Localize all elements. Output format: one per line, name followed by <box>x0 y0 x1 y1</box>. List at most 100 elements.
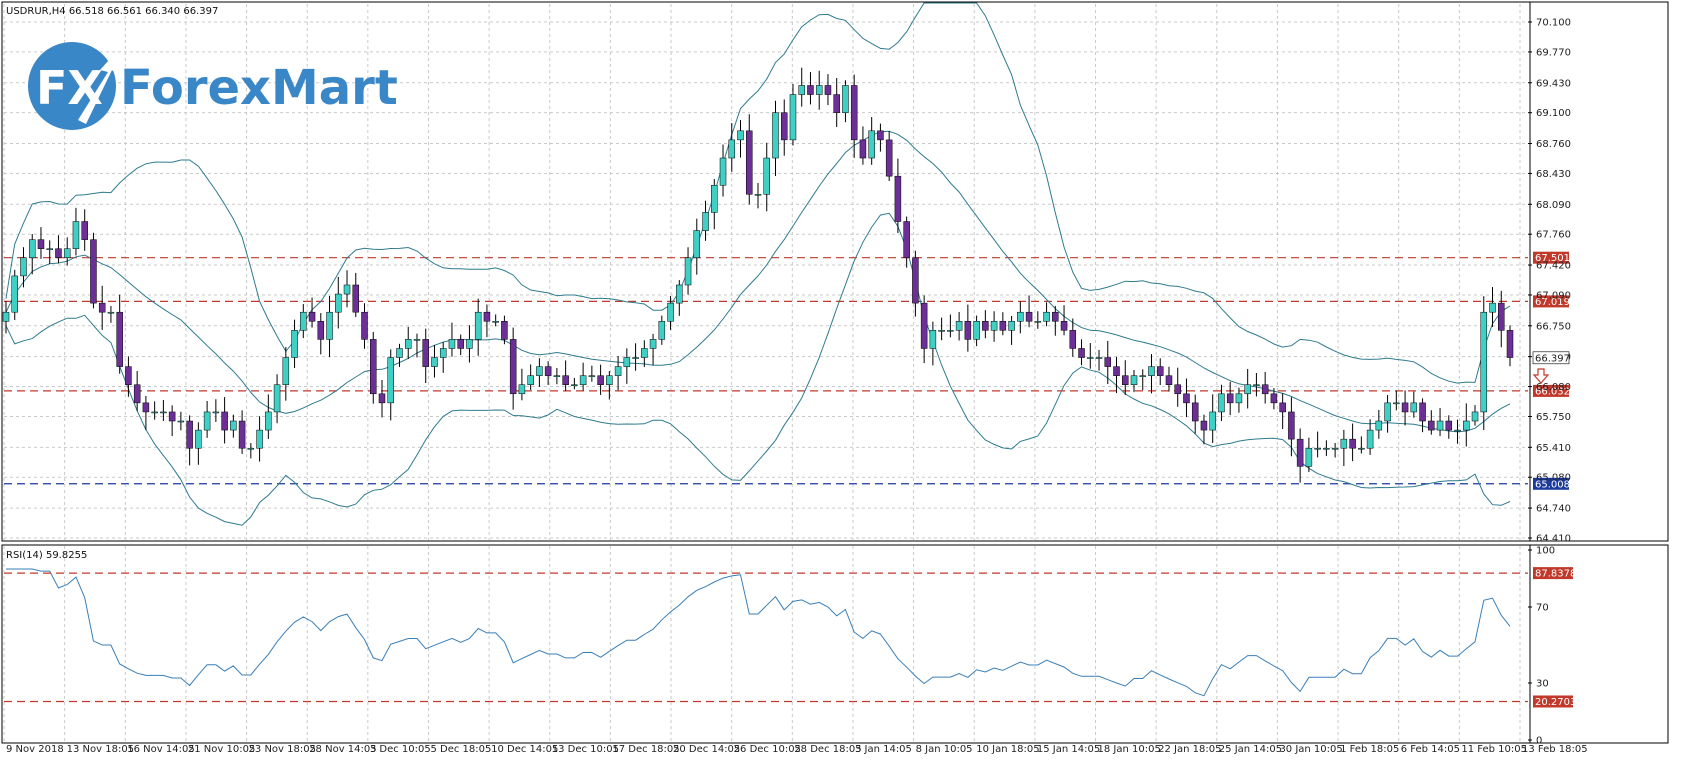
candle-body <box>641 348 648 358</box>
candle-body <box>1279 402 1286 413</box>
price-tick-label: 68.760 <box>1536 139 1571 150</box>
candle-body <box>728 139 736 159</box>
candle-body <box>55 248 62 259</box>
time-tick-label: 30 Jan 10:05 <box>1279 744 1342 755</box>
candle-body <box>571 384 578 386</box>
candle-body <box>509 339 517 395</box>
candle-body <box>1358 447 1365 450</box>
candle-body <box>195 429 202 449</box>
rsi-line: 87.8378 20.2703 <box>4 567 1576 708</box>
candle-body <box>230 420 237 431</box>
candle-body <box>544 366 552 376</box>
level-lines: 67.501 67.019 66.032 65.008 <box>4 251 1570 490</box>
candle-body <box>282 357 290 385</box>
candle-body <box>562 375 569 385</box>
arrow-up-right-icon <box>78 50 118 124</box>
price-level-label: 65.008 <box>1535 479 1570 490</box>
price-panel-frame <box>1 1 1669 542</box>
time-tick-label: 10 Jan 18:05 <box>976 744 1039 755</box>
candle-body <box>1122 375 1129 385</box>
candle-body <box>588 375 596 377</box>
time-tick-label: 13 Nov 18:05 <box>67 744 134 755</box>
logo-wordmark: ForexMart <box>120 60 398 116</box>
candle-body <box>1087 357 1094 359</box>
candle-body <box>168 411 176 422</box>
candle-body <box>11 275 18 313</box>
candle-body <box>1253 384 1260 386</box>
candle-body <box>265 411 272 431</box>
time-tick-label: 20 Dec 14:05 <box>673 744 740 755</box>
candle-body <box>291 330 298 358</box>
price-tick-label: 67.760 <box>1536 230 1571 241</box>
time-tick-label: 28 Dec 18:05 <box>794 744 861 755</box>
candle-body <box>842 85 849 113</box>
rsi-tick-label: 30 <box>1536 679 1549 690</box>
time-tick-label: 8 Jan 10:05 <box>916 744 973 755</box>
candle-body <box>780 112 788 141</box>
forexmart-logo: FX ForexMart <box>28 42 398 130</box>
candle-body <box>982 321 989 331</box>
candle-body <box>501 321 508 340</box>
candle-body <box>422 339 429 367</box>
candle-body <box>1008 321 1015 331</box>
candle-body <box>807 85 814 95</box>
candle-body <box>256 429 263 449</box>
candle-body <box>1060 321 1068 331</box>
candle-body <box>326 311 333 340</box>
candle-body <box>1043 311 1050 322</box>
rsi-level-label: 87.8378 <box>1535 569 1576 580</box>
candle-body <box>474 311 482 340</box>
price-tick-label: 69.430 <box>1536 78 1571 89</box>
candle-body <box>553 375 561 377</box>
time-tick-label: 15 Jan 14:05 <box>1037 744 1100 755</box>
candle-body <box>737 130 744 141</box>
price-tick-label: 68.430 <box>1536 169 1571 180</box>
candle-body <box>431 357 438 367</box>
candle-body <box>1156 366 1164 376</box>
candle-body <box>667 302 674 322</box>
candle-body <box>81 221 88 240</box>
candle-body <box>457 339 464 349</box>
price-tick-label: 65.750 <box>1536 412 1571 423</box>
candle-body <box>1331 447 1339 450</box>
rsi-grid <box>3 546 1521 742</box>
candle-body <box>527 375 534 385</box>
candle-body <box>885 139 893 177</box>
price-tick-label: 64.740 <box>1536 504 1571 515</box>
candle-body <box>877 130 884 141</box>
candle-body <box>483 311 491 322</box>
candle-body <box>1017 311 1024 322</box>
candle-body <box>894 175 902 222</box>
price-tick-label: 69.100 <box>1536 108 1571 119</box>
time-tick-label: 25 Jan 14:05 <box>1219 744 1282 755</box>
candle-body <box>798 85 805 95</box>
candle-body <box>1244 384 1251 395</box>
price-level-label: 67.019 <box>1535 297 1570 308</box>
candle-body <box>1174 384 1181 395</box>
candle-body <box>719 157 727 186</box>
candle-body <box>1130 375 1138 385</box>
candle-body <box>1498 302 1505 331</box>
candle-body <box>37 239 45 249</box>
price-tick-label: 64.410 <box>1536 534 1571 545</box>
candle-body <box>1401 402 1409 413</box>
price-level-badge <box>1533 295 1569 308</box>
current-price-label: 66.397 <box>1535 353 1570 364</box>
time-tick-label: 6 Feb 14:05 <box>1401 744 1460 755</box>
price-tick-label: 65.410 <box>1536 443 1571 454</box>
candle-body <box>1191 402 1199 422</box>
time-tick-label: 26 Dec 10:05 <box>734 744 801 755</box>
candle-body <box>623 357 631 367</box>
sell-arrow-icon <box>1532 368 1550 384</box>
rsi-series-line <box>6 568 1511 697</box>
candle-body <box>1139 375 1146 377</box>
candle-body <box>964 321 972 340</box>
candle-body <box>396 348 403 358</box>
candle-body <box>763 157 770 195</box>
candle-body <box>973 321 980 340</box>
candle-body <box>2 311 10 322</box>
time-tick-label: 13 Feb 18:05 <box>1522 744 1588 755</box>
time-tick-label: 11 Feb 10:05 <box>1461 744 1527 755</box>
candle-body <box>1305 447 1313 467</box>
